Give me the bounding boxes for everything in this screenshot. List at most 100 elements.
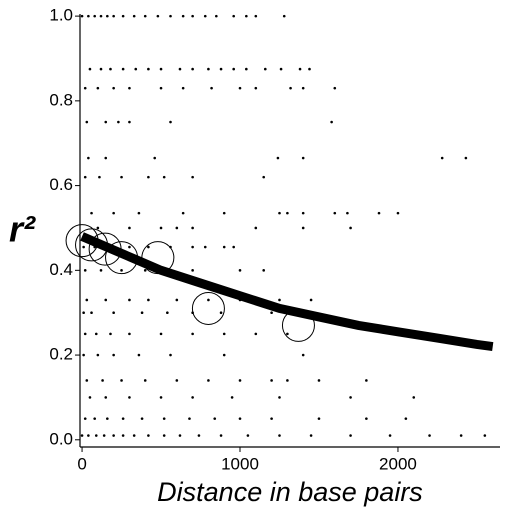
data-point bbox=[132, 14, 136, 18]
data-point bbox=[159, 226, 163, 230]
data-point bbox=[270, 417, 273, 420]
data-point bbox=[270, 379, 273, 382]
data-point bbox=[128, 86, 131, 90]
data-point bbox=[298, 67, 302, 71]
data-point bbox=[83, 417, 87, 420]
data-point bbox=[388, 434, 392, 437]
data-point bbox=[106, 417, 109, 420]
data-point bbox=[162, 175, 166, 179]
data-point bbox=[181, 14, 185, 18]
data-point bbox=[143, 379, 147, 382]
data-point bbox=[85, 120, 89, 124]
data-point bbox=[412, 396, 416, 399]
data-point bbox=[289, 86, 292, 90]
data-point bbox=[203, 14, 207, 18]
data-point bbox=[121, 434, 125, 437]
data-point bbox=[245, 67, 248, 71]
y-tick-label: 0.6 bbox=[49, 175, 73, 194]
data-point bbox=[143, 269, 147, 272]
data-point bbox=[162, 434, 166, 437]
data-point bbox=[104, 156, 108, 160]
data-point bbox=[191, 396, 194, 399]
y-axis-label: r² bbox=[9, 209, 36, 250]
data-point bbox=[215, 14, 218, 18]
bin-mean-circle bbox=[281, 308, 315, 342]
data-point bbox=[365, 379, 368, 382]
bin-mean-circle bbox=[141, 241, 175, 275]
data-point bbox=[207, 67, 210, 71]
data-point bbox=[120, 269, 123, 272]
data-point bbox=[147, 175, 150, 179]
data-point bbox=[82, 311, 85, 314]
y-tick-label: 0.8 bbox=[49, 90, 73, 109]
data-point bbox=[104, 120, 108, 124]
data-point bbox=[254, 86, 258, 90]
x-tick-label: 2000 bbox=[379, 454, 417, 473]
data-point bbox=[308, 67, 311, 71]
data-point bbox=[222, 211, 226, 215]
data-point bbox=[147, 298, 150, 302]
data-point bbox=[143, 14, 147, 18]
data-point bbox=[109, 67, 112, 71]
data-point bbox=[87, 156, 90, 160]
data-point bbox=[80, 434, 84, 437]
data-point bbox=[219, 434, 223, 437]
data-point bbox=[232, 245, 235, 249]
data-point bbox=[178, 434, 182, 437]
data-point bbox=[219, 67, 223, 71]
data-point bbox=[191, 226, 194, 230]
data-point bbox=[112, 86, 115, 90]
data-point bbox=[254, 332, 258, 336]
data-point bbox=[147, 67, 150, 71]
data-point bbox=[104, 298, 108, 302]
data-point bbox=[128, 245, 131, 249]
y-tick-label: 0.0 bbox=[49, 429, 73, 448]
data-point bbox=[96, 353, 100, 357]
data-point bbox=[121, 67, 125, 71]
data-point bbox=[175, 379, 179, 382]
data-point bbox=[153, 156, 157, 160]
data-point bbox=[169, 14, 172, 18]
data-point bbox=[156, 14, 160, 18]
data-point bbox=[404, 417, 408, 420]
data-point bbox=[210, 86, 213, 90]
data-point bbox=[222, 353, 226, 357]
data-point bbox=[140, 311, 144, 314]
data-point bbox=[121, 14, 125, 18]
data-point bbox=[238, 417, 242, 420]
data-point bbox=[83, 86, 87, 90]
data-point bbox=[262, 175, 266, 179]
data-point bbox=[377, 211, 381, 215]
data-point bbox=[203, 245, 207, 249]
data-point bbox=[440, 156, 444, 160]
data-point bbox=[99, 269, 103, 272]
data-point bbox=[254, 14, 258, 18]
data-point bbox=[222, 332, 226, 336]
data-point bbox=[128, 332, 131, 336]
data-point bbox=[159, 396, 163, 399]
data-point bbox=[94, 332, 98, 336]
data-point bbox=[191, 332, 194, 336]
data-point bbox=[98, 175, 101, 179]
bin-mean-circle bbox=[88, 232, 122, 266]
data-point bbox=[349, 396, 352, 399]
data-point bbox=[175, 298, 179, 302]
data-point bbox=[365, 417, 368, 420]
data-point bbox=[301, 156, 305, 160]
data-point bbox=[333, 211, 337, 215]
data-point bbox=[278, 434, 281, 437]
data-point bbox=[232, 14, 235, 18]
data-point bbox=[132, 434, 136, 437]
data-point bbox=[459, 434, 463, 437]
data-point bbox=[191, 14, 194, 18]
data-point bbox=[128, 298, 131, 302]
data-point bbox=[134, 67, 138, 71]
data-point bbox=[278, 298, 281, 302]
data-point bbox=[464, 156, 468, 160]
data-point bbox=[128, 396, 131, 399]
y-tick-label: 0.4 bbox=[49, 260, 73, 279]
data-point bbox=[262, 269, 266, 272]
data-point bbox=[101, 379, 104, 382]
data-point bbox=[349, 226, 352, 230]
